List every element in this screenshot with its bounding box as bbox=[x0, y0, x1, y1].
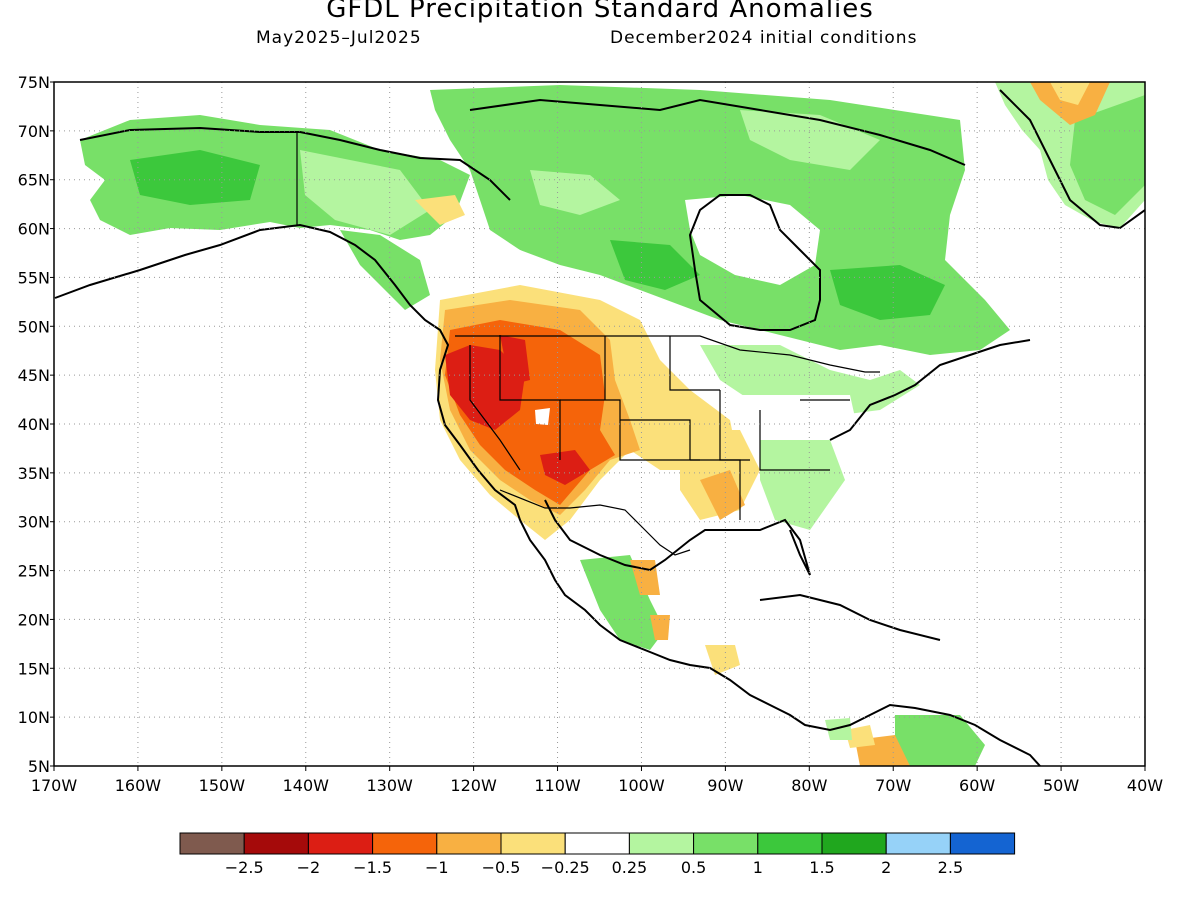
ontario-wet-strong bbox=[610, 240, 700, 290]
color-bar-swatch bbox=[757, 832, 823, 855]
alaska-wet-strong bbox=[130, 150, 260, 205]
yukon-wet bbox=[300, 150, 430, 235]
lat-tick-label: 70N bbox=[18, 122, 50, 141]
lat-tick-label: 45N bbox=[18, 366, 50, 385]
north-canada-light bbox=[530, 170, 620, 215]
lat-tick-label: 10N bbox=[18, 708, 50, 727]
lon-tick-label: 80W bbox=[791, 776, 827, 795]
lat-tick-label: 35N bbox=[18, 464, 50, 483]
color-bar-label: −0.5 bbox=[482, 858, 521, 877]
coastlines bbox=[54, 89, 1145, 766]
initial-conditions: December2024 initial conditions bbox=[610, 28, 918, 48]
color-bar-label: 0.5 bbox=[681, 858, 706, 877]
anomaly-field bbox=[54, 82, 1145, 766]
lon-tick-label: 110W bbox=[534, 776, 581, 795]
color-bar-label: −0.25 bbox=[541, 858, 590, 877]
lat-tick-label: 15N bbox=[18, 659, 50, 678]
mexico-dry-2 bbox=[650, 615, 670, 640]
panama-wet bbox=[825, 718, 852, 740]
lat-tick-label: 75N bbox=[18, 73, 50, 92]
lon-tick-label: 90W bbox=[707, 776, 743, 795]
lon-tick-label: 170W bbox=[31, 776, 78, 795]
political-borders bbox=[296, 132, 880, 556]
lon-tick-label: 150W bbox=[199, 776, 246, 795]
longitude-labels: 170W 160W 150W 140W 130W 120W 110W 100W 90W 80W 70… bbox=[31, 766, 1163, 795]
latitude-labels: 75N 70N 65N 60N 55N 50N 45N 40N 35N 30N 25N 20N 15N 1… bbox=[18, 73, 54, 776]
lon-tick-label: 70W bbox=[875, 776, 911, 795]
quebec-wet-strong bbox=[830, 265, 945, 320]
colombia-dry-light bbox=[845, 725, 875, 748]
bc-coast-wet bbox=[340, 230, 430, 310]
map-title: GFDL Precipitation Standard Anomalies bbox=[326, 0, 874, 24]
color-bar-swatch bbox=[179, 832, 245, 855]
greenland-dry-light bbox=[1050, 82, 1090, 105]
color-bar-swatch bbox=[885, 832, 951, 855]
lat-tick-label: 55N bbox=[18, 268, 50, 287]
utah-neutral bbox=[535, 408, 550, 425]
color-bar-swatch bbox=[821, 832, 887, 855]
color-bar-swatch bbox=[436, 832, 502, 855]
lat-tick-label: 25N bbox=[18, 562, 50, 581]
lon-tick-label: 120W bbox=[450, 776, 497, 795]
color-bar-label: 2.5 bbox=[938, 858, 963, 877]
color-bar-labels: −2.5 −2 −1.5 −1 −0.5 −0.25 0.25 0.5 1 1.5 2 2.5 bbox=[225, 858, 963, 877]
southeast-wet bbox=[760, 440, 845, 530]
lon-tick-label: 100W bbox=[618, 776, 665, 795]
northeast-neutral bbox=[740, 395, 860, 440]
lat-tick-label: 30N bbox=[18, 513, 50, 532]
color-bar-swatch bbox=[243, 832, 309, 855]
greenland-wet bbox=[1070, 95, 1145, 215]
color-bar-label: 1.5 bbox=[809, 858, 834, 877]
lon-tick-label: 60W bbox=[959, 776, 995, 795]
color-bar-label: 2 bbox=[881, 858, 891, 877]
great-basin-dry bbox=[445, 345, 525, 430]
hudson-bay-water bbox=[685, 195, 820, 285]
lat-tick-label: 40N bbox=[18, 415, 50, 434]
color-bar-swatch bbox=[372, 832, 438, 855]
lon-tick-label: 40W bbox=[1127, 776, 1163, 795]
color-bar-swatch bbox=[628, 832, 695, 855]
four-corners-dry bbox=[540, 450, 590, 485]
color-bar-label: 1 bbox=[753, 858, 763, 877]
lon-tick-label: 160W bbox=[115, 776, 162, 795]
color-bar-swatch bbox=[949, 832, 1016, 855]
color-bar-swatch bbox=[500, 832, 566, 855]
lat-tick-label: 20N bbox=[18, 610, 50, 629]
lat-tick-label: 5N bbox=[28, 757, 50, 776]
color-bar-label: 0.25 bbox=[612, 858, 648, 877]
lat-tick-label: 50N bbox=[18, 317, 50, 336]
idaho-dry bbox=[500, 335, 530, 385]
mexico-wet bbox=[580, 555, 665, 650]
lat-tick-label: 60N bbox=[18, 220, 50, 239]
color-bar-label: −1.5 bbox=[353, 858, 392, 877]
color-bar-label: −2.5 bbox=[225, 858, 264, 877]
lon-tick-label: 50W bbox=[1043, 776, 1079, 795]
greenland-dry bbox=[1030, 82, 1110, 125]
south-america-wet bbox=[895, 715, 985, 766]
forecast-period: May2025–Jul2025 bbox=[256, 28, 422, 48]
baffin-wet-light bbox=[740, 110, 880, 170]
central-america-dry bbox=[705, 645, 740, 675]
color-bar-swatch bbox=[693, 832, 759, 855]
lat-tick-label: 65N bbox=[18, 171, 50, 190]
color-bar-swatch bbox=[307, 832, 374, 855]
lon-tick-label: 140W bbox=[283, 776, 330, 795]
color-bar-label: −1 bbox=[425, 858, 449, 877]
color-bar-swatch bbox=[564, 832, 630, 855]
yukon-dry bbox=[415, 195, 465, 225]
color-bar bbox=[179, 832, 1016, 855]
southeast-dry bbox=[700, 470, 745, 520]
texas-neutral bbox=[610, 470, 690, 545]
lon-tick-label: 130W bbox=[367, 776, 414, 795]
color-bar-label: −2 bbox=[297, 858, 321, 877]
